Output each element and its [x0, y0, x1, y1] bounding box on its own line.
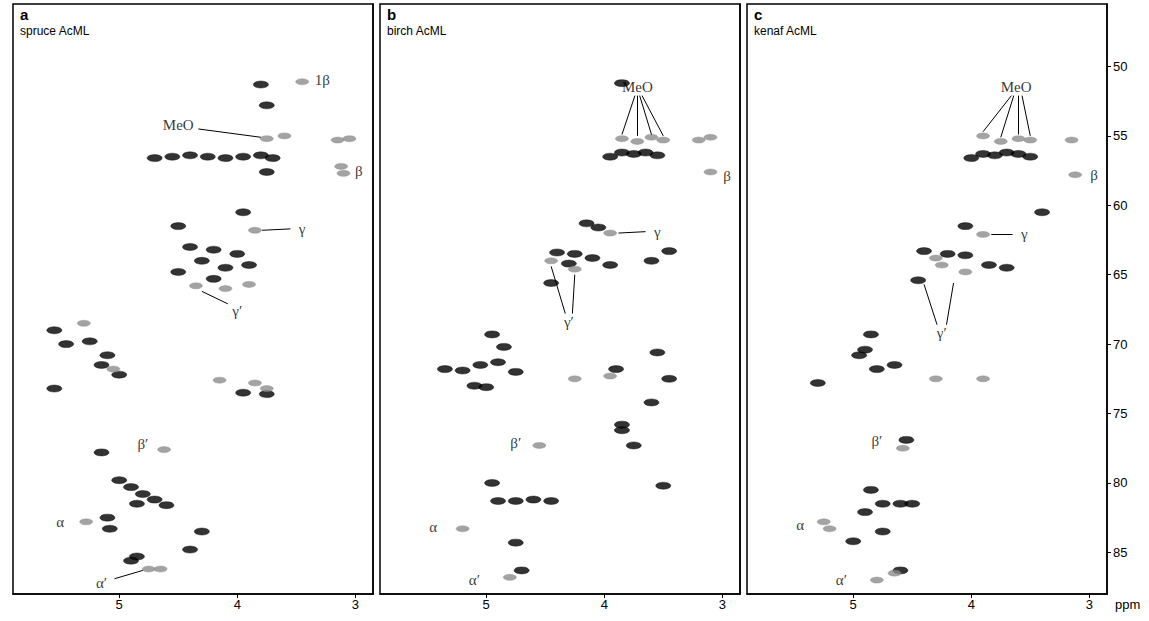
svg-text:80: 80 [1113, 475, 1127, 490]
svg-text:γ′: γ′ [231, 303, 242, 319]
svg-text:60: 60 [1113, 198, 1127, 213]
svg-text:4: 4 [968, 597, 975, 612]
svg-text:75: 75 [1113, 406, 1127, 421]
svg-text:55: 55 [1113, 128, 1127, 143]
svg-text:β′: β′ [137, 436, 148, 452]
svg-text:β: β [1090, 167, 1098, 183]
svg-text:γ′: γ′ [936, 325, 947, 341]
svg-text:β′: β′ [510, 435, 521, 451]
svg-text:spruce AcML: spruce AcML [20, 24, 90, 38]
svg-text:ppm: ppm [1115, 597, 1140, 612]
svg-text:MeO: MeO [1001, 79, 1032, 95]
svg-text:α: α [56, 514, 64, 530]
svg-text:MeO: MeO [163, 117, 194, 133]
svg-text:β′: β′ [871, 433, 882, 449]
svg-text:85: 85 [1113, 545, 1127, 560]
svg-text:α: α [429, 519, 437, 535]
svg-text:γ: γ [1020, 226, 1028, 242]
svg-text:b: b [387, 6, 396, 23]
svg-text:5: 5 [850, 597, 857, 612]
svg-text:50: 50 [1113, 59, 1127, 74]
svg-text:MeO: MeO [622, 79, 653, 95]
svg-text:5: 5 [483, 597, 490, 612]
svg-text:3: 3 [352, 597, 359, 612]
svg-text:β: β [723, 168, 731, 184]
svg-text:γ′: γ′ [563, 314, 574, 330]
svg-text:70: 70 [1113, 337, 1127, 352]
svg-text:kenaf AcML: kenaf AcML [754, 24, 817, 38]
svg-text:α′: α′ [96, 575, 107, 591]
svg-text:α: α [796, 517, 804, 533]
svg-text:α′: α′ [469, 572, 480, 588]
svg-text:3: 3 [1086, 597, 1093, 612]
svg-text:γ: γ [298, 221, 306, 237]
svg-text:4: 4 [234, 597, 241, 612]
svg-text:c: c [754, 6, 762, 23]
svg-text:4: 4 [601, 597, 608, 612]
svg-text:65: 65 [1113, 267, 1127, 282]
svg-text:a: a [20, 6, 29, 23]
svg-text:α′: α′ [836, 572, 847, 588]
svg-text:birch AcML: birch AcML [387, 24, 447, 38]
svg-text:γ: γ [653, 224, 661, 240]
svg-text:3: 3 [719, 597, 726, 612]
svg-text:5: 5 [116, 597, 123, 612]
svg-text:1β: 1β [315, 72, 330, 88]
svg-text:β: β [355, 163, 363, 179]
